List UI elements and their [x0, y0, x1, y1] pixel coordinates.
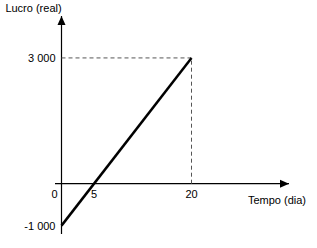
svg-text:Lucro (real): Lucro (real): [5, 2, 61, 14]
svg-text:20: 20: [185, 188, 197, 200]
svg-text:0: 0: [51, 188, 57, 200]
svg-text:-1 000: -1 000: [24, 220, 55, 232]
svg-text:3 000: 3 000: [28, 52, 56, 64]
svg-text:Tempo (dia): Tempo (dia): [248, 194, 306, 206]
svg-text:5: 5: [91, 188, 97, 200]
